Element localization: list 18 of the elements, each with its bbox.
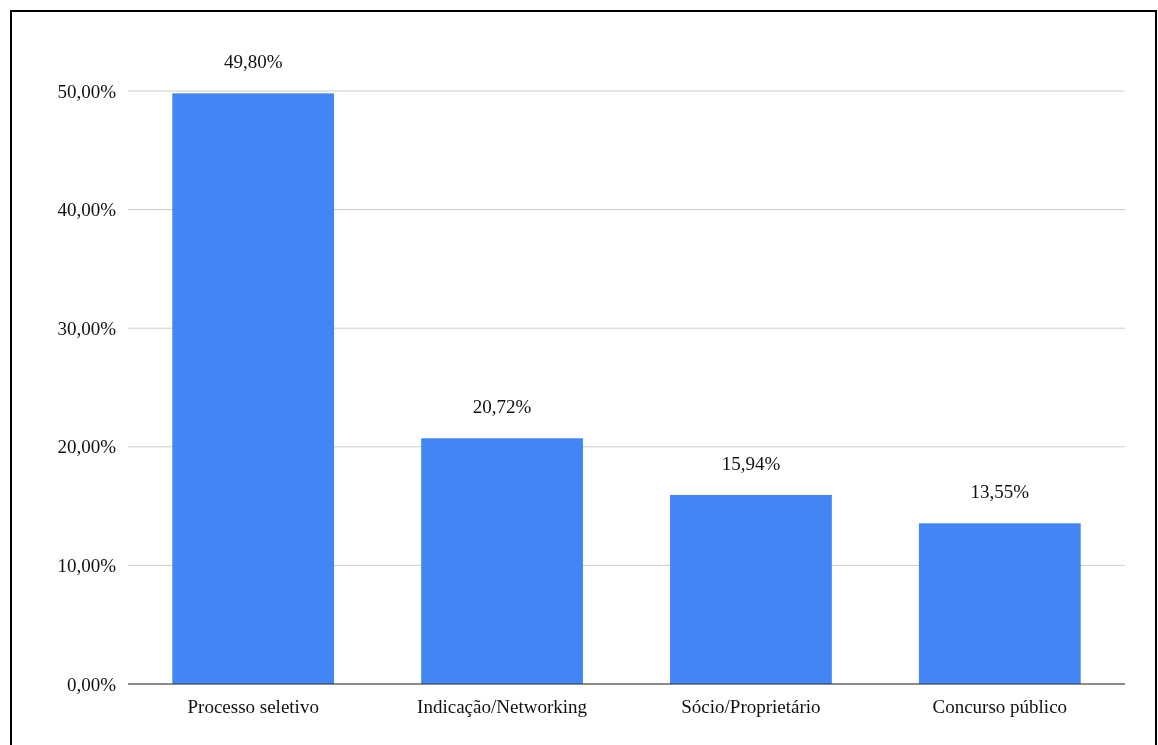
y-tick-label: 0,00% — [66, 673, 117, 695]
y-tick-label: 30,00% — [57, 317, 117, 339]
data-label: 20,72% — [472, 396, 532, 418]
bar — [421, 438, 583, 684]
data-label: 49,80% — [223, 51, 283, 73]
data-label: 13,55% — [970, 481, 1030, 503]
y-tick-label: 20,00% — [57, 436, 117, 458]
bar — [918, 523, 1081, 684]
x-tick-label: Indicação/Networking — [417, 696, 588, 717]
y-tick-label: 40,00% — [57, 199, 117, 221]
x-tick-label: Sócio/Proprietário — [681, 696, 821, 717]
bar — [670, 494, 832, 684]
y-tick-label: 10,00% — [57, 554, 117, 576]
bar — [172, 93, 335, 684]
x-tick-label: Concurso público — [932, 696, 1068, 717]
y-tick-label: 50,00% — [57, 80, 117, 102]
data-label: 15,94% — [721, 452, 781, 474]
x-tick-label: Processo seletivo — [187, 696, 319, 717]
